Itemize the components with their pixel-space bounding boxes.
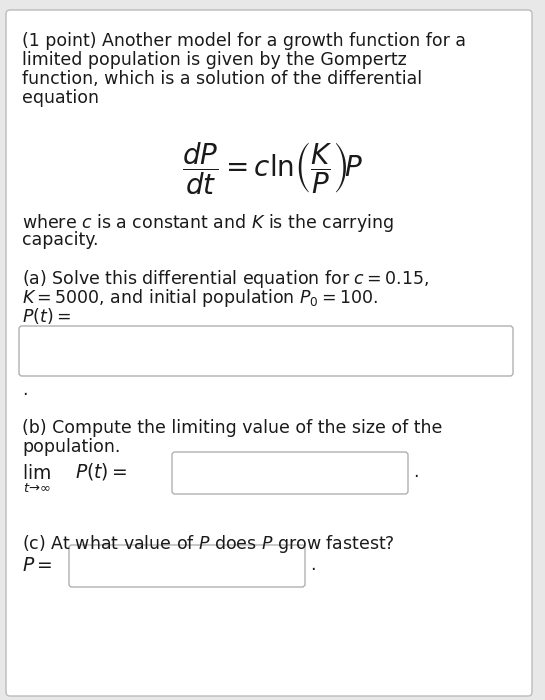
Text: (c) At what value of $P$ does $P$ grow fastest?: (c) At what value of $P$ does $P$ grow f… (22, 533, 395, 555)
Text: function, which is a solution of the differential: function, which is a solution of the dif… (22, 70, 422, 88)
Text: .: . (310, 556, 316, 574)
Text: where $c$ is a constant and $\mathit{K}$ is the carrying: where $c$ is a constant and $\mathit{K}$… (22, 212, 393, 234)
Text: $P =$: $P =$ (22, 556, 53, 575)
Text: $\dfrac{dP}{dt} = c\ln\!\left(\dfrac{K}{P}\right)\!P$: $\dfrac{dP}{dt} = c\ln\!\left(\dfrac{K}{… (181, 140, 362, 197)
Text: $P(t) =$: $P(t) =$ (22, 306, 71, 326)
Text: capacity.: capacity. (22, 231, 99, 249)
Text: equation: equation (22, 89, 99, 107)
Text: population.: population. (22, 438, 120, 456)
FancyBboxPatch shape (19, 326, 513, 376)
Text: (a) Solve this differential equation for $c = 0.15$,: (a) Solve this differential equation for… (22, 268, 429, 290)
Text: (b) Compute the limiting value of the size of the: (b) Compute the limiting value of the si… (22, 419, 443, 437)
Text: (1 point) Another model for a growth function for a: (1 point) Another model for a growth fun… (22, 32, 466, 50)
Text: limited population is given by the Gompertz: limited population is given by the Gompe… (22, 51, 407, 69)
Text: .: . (413, 463, 419, 481)
Text: $\lim_{t\to\infty}$: $\lim_{t\to\infty}$ (22, 463, 51, 496)
FancyBboxPatch shape (69, 545, 305, 587)
Text: $P(t) =$: $P(t) =$ (75, 461, 128, 482)
FancyBboxPatch shape (172, 452, 408, 494)
Text: .: . (22, 381, 27, 399)
Text: $K = 5000$, and initial population $P_0 = 100$.: $K = 5000$, and initial population $P_0 … (22, 287, 378, 309)
FancyBboxPatch shape (6, 10, 532, 696)
